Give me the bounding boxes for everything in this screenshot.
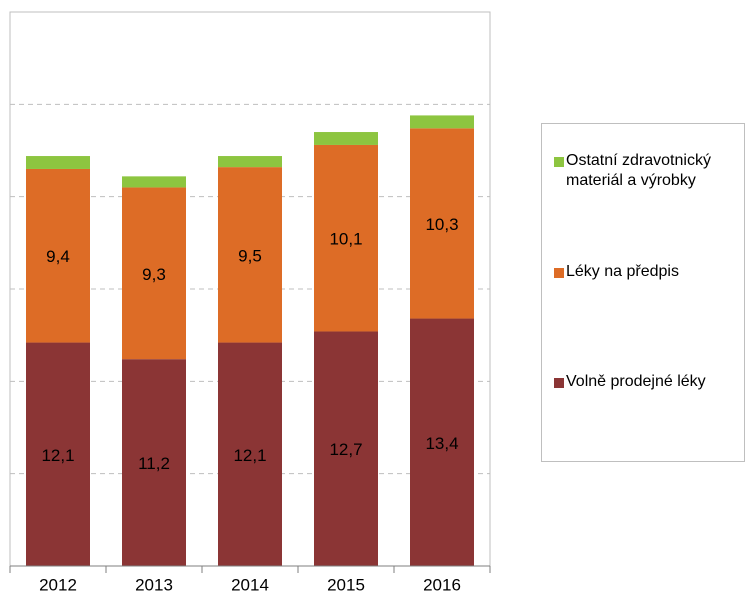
data-label: 9,5 (238, 246, 262, 265)
bar-segment (26, 156, 90, 169)
data-label: 12,1 (233, 446, 266, 465)
x-tick-label: 2016 (423, 575, 461, 594)
legend-swatch (554, 157, 564, 167)
bar-segment (26, 168, 90, 343)
bar-segment (218, 156, 282, 168)
data-label: 13,4 (425, 434, 458, 453)
data-label: 12,7 (329, 440, 362, 459)
bar-segment (410, 115, 474, 129)
legend-label: Volně prodejné léky (566, 373, 706, 390)
x-tick-label: 2012 (39, 575, 77, 594)
legend-swatch (554, 378, 564, 388)
legend: Ostatní zdravotnický materiál a výrobky … (541, 123, 745, 462)
bar-segment (218, 167, 282, 343)
data-label: 10,1 (329, 230, 362, 249)
bar-segment (122, 359, 186, 566)
legend-label: Léky na předpis (566, 263, 679, 280)
legend-entry: Volně prodejné léky (554, 372, 744, 392)
data-label: 9,4 (46, 247, 70, 266)
data-label: 10,3 (425, 215, 458, 234)
bar-segment (410, 128, 474, 319)
legend-swatch (554, 268, 564, 278)
bar-segment (410, 318, 474, 566)
bar-segment (26, 342, 90, 566)
bar-segment (314, 132, 378, 145)
bar-segment (122, 187, 186, 360)
legend-entry: Ostatní zdravotnický materiál a výrobky (554, 151, 744, 191)
bar-segment (122, 176, 186, 188)
x-tick-label: 2013 (135, 575, 173, 594)
x-tick-label: 2014 (231, 575, 269, 594)
legend-entry: Léky na předpis (554, 262, 744, 282)
data-label: 12,1 (41, 446, 74, 465)
data-label: 9,3 (142, 265, 166, 284)
bar-segment (218, 342, 282, 566)
bar-segment (314, 144, 378, 332)
x-tick-label: 2015 (327, 575, 365, 594)
data-label: 11,2 (138, 454, 170, 473)
bar-segment (314, 331, 378, 566)
legend-label: Ostatní zdravotnický materiál a výrobky (566, 152, 711, 189)
